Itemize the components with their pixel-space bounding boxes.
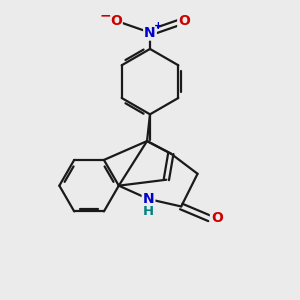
- Text: −: −: [100, 8, 111, 22]
- Text: N: N: [143, 192, 154, 206]
- Text: +: +: [154, 21, 162, 31]
- Text: O: O: [110, 14, 122, 28]
- Text: O: O: [178, 14, 190, 28]
- Text: H: H: [143, 205, 154, 218]
- Text: O: O: [211, 212, 223, 225]
- Text: N: N: [144, 26, 156, 40]
